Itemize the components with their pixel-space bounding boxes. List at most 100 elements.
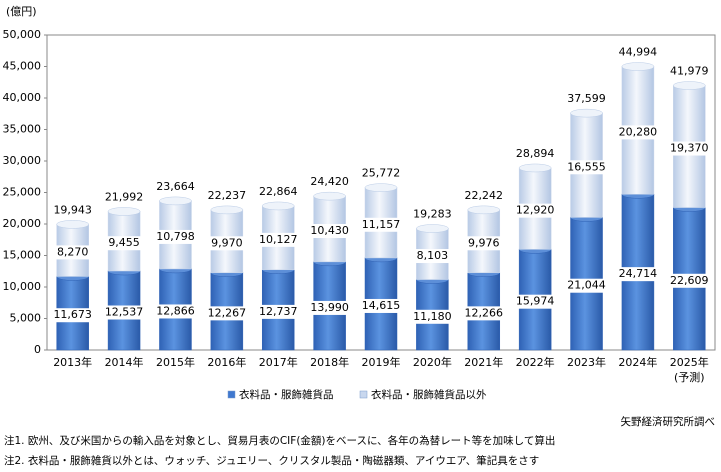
data-label: 9,455 — [108, 236, 140, 249]
y-tick-label: 45,000 — [3, 60, 42, 73]
data-label: 11,673 — [53, 308, 92, 321]
data-label: 12,267 — [208, 306, 247, 319]
label-bg — [52, 308, 93, 323]
x-tick-label: 2019年 — [362, 355, 401, 369]
total-label: 25,772 — [362, 167, 401, 180]
data-label: 10,430 — [310, 224, 349, 237]
label-bg — [412, 249, 453, 264]
x-tick-label: 2021年 — [464, 355, 503, 369]
label-bg — [515, 294, 556, 309]
total-label: 28,894 — [516, 147, 555, 160]
label-bg — [258, 232, 299, 247]
label-bg — [617, 267, 658, 282]
bar-cap — [621, 62, 655, 71]
y-tick-label: 50,000 — [3, 28, 42, 41]
bar-cap — [518, 163, 552, 173]
bar-cap — [107, 207, 141, 216]
note: 注2. 衣料品・服飾雑貨以外とは、ウォッチ、ジュエリー、クリスタル製品・陶磁器類… — [4, 454, 539, 467]
data-label: 16,555 — [567, 160, 606, 173]
y-tick-label: 5,000 — [10, 312, 42, 325]
label-bg — [566, 160, 607, 175]
source: 矢野経済研究所調べ — [621, 415, 716, 428]
data-label: 12,537 — [105, 306, 144, 319]
bar-cap — [416, 224, 449, 233]
data-label: 10,127 — [259, 233, 298, 246]
label-bg — [617, 125, 658, 140]
total-label: 44,994 — [619, 46, 658, 59]
y-tick-label: 15,000 — [3, 249, 42, 262]
data-label: 12,920 — [516, 204, 555, 217]
data-label: 19,370 — [670, 142, 709, 155]
y-tick-label: 25,000 — [3, 186, 42, 199]
total-label: 23,664 — [156, 180, 195, 193]
label-bg — [206, 236, 247, 251]
label-bg — [309, 300, 350, 315]
total-label: 19,943 — [53, 203, 92, 216]
data-label: 12,866 — [156, 304, 195, 317]
x-tick-label: 2015年 — [156, 355, 195, 369]
x-tick-label: 2024年 — [618, 355, 657, 369]
x-tick-label: 2017年 — [259, 355, 298, 369]
data-label: 15,974 — [516, 295, 555, 308]
x-tick-label: 2023年 — [567, 355, 606, 369]
label-bg — [566, 278, 607, 293]
label-bg — [361, 217, 401, 232]
label-bg — [155, 229, 196, 244]
label-bg — [52, 245, 93, 260]
data-label: 12,737 — [259, 305, 298, 318]
y-tick-label: 10,000 — [3, 280, 42, 293]
label-bg — [412, 309, 453, 324]
bar-cap — [673, 81, 706, 90]
data-label: 24,714 — [619, 267, 658, 280]
total-label: 24,420 — [310, 175, 349, 188]
label-bg — [309, 224, 350, 239]
label-bg — [669, 273, 710, 288]
total-label: 37,599 — [567, 92, 606, 105]
bar-cap — [467, 205, 501, 215]
data-label: 13,990 — [310, 301, 349, 314]
label-bg — [104, 236, 145, 251]
label-bg — [463, 306, 504, 321]
total-label: 21,992 — [105, 190, 144, 203]
total-label: 22,237 — [208, 189, 247, 202]
x-tick-label: 2020年 — [413, 355, 452, 369]
data-label: 14,615 — [362, 299, 401, 312]
data-label: 12,266 — [465, 306, 504, 319]
label-bg — [463, 236, 504, 251]
x-tick-label: 2025年 — [670, 355, 709, 369]
total-label: 41,979 — [670, 65, 709, 78]
total-label: 22,864 — [259, 185, 298, 198]
total-label: 22,242 — [465, 189, 504, 202]
y-tick-label: 20,000 — [3, 217, 42, 230]
y-tick-label: 30,000 — [3, 154, 42, 167]
forecast-note: (予測) — [674, 370, 705, 384]
x-tick-label: 2013年 — [53, 355, 92, 369]
bar-cap — [364, 183, 398, 192]
data-label: 8,103 — [417, 249, 449, 262]
data-label: 21,044 — [567, 279, 606, 292]
legend-swatch — [359, 390, 368, 399]
bar-cap — [570, 108, 603, 118]
y-tick-label: 35,000 — [3, 123, 42, 136]
x-tick-label: 2014年 — [105, 355, 144, 369]
data-label: 20,280 — [619, 125, 658, 138]
bar-cap — [210, 205, 244, 215]
label-bg — [258, 304, 299, 319]
label-bg — [206, 306, 247, 321]
legend-label: 衣料品・服飾雑貨品以外 — [371, 388, 487, 401]
data-label: 8,270 — [57, 245, 89, 258]
data-label: 11,180 — [413, 310, 452, 323]
bar-cap — [56, 220, 89, 229]
label-bg — [155, 304, 196, 319]
legend-swatch — [227, 390, 236, 399]
total-label: 19,283 — [413, 208, 452, 221]
label-bg — [104, 305, 145, 320]
data-label: 9,976 — [468, 236, 500, 249]
y-axis-label: (億円) — [6, 5, 37, 18]
y-tick-label: 0 — [34, 343, 41, 356]
y-tick-label: 40,000 — [3, 91, 42, 104]
label-bg — [669, 141, 710, 156]
x-tick-label: 2018年 — [310, 355, 349, 369]
label-bg — [515, 203, 556, 218]
